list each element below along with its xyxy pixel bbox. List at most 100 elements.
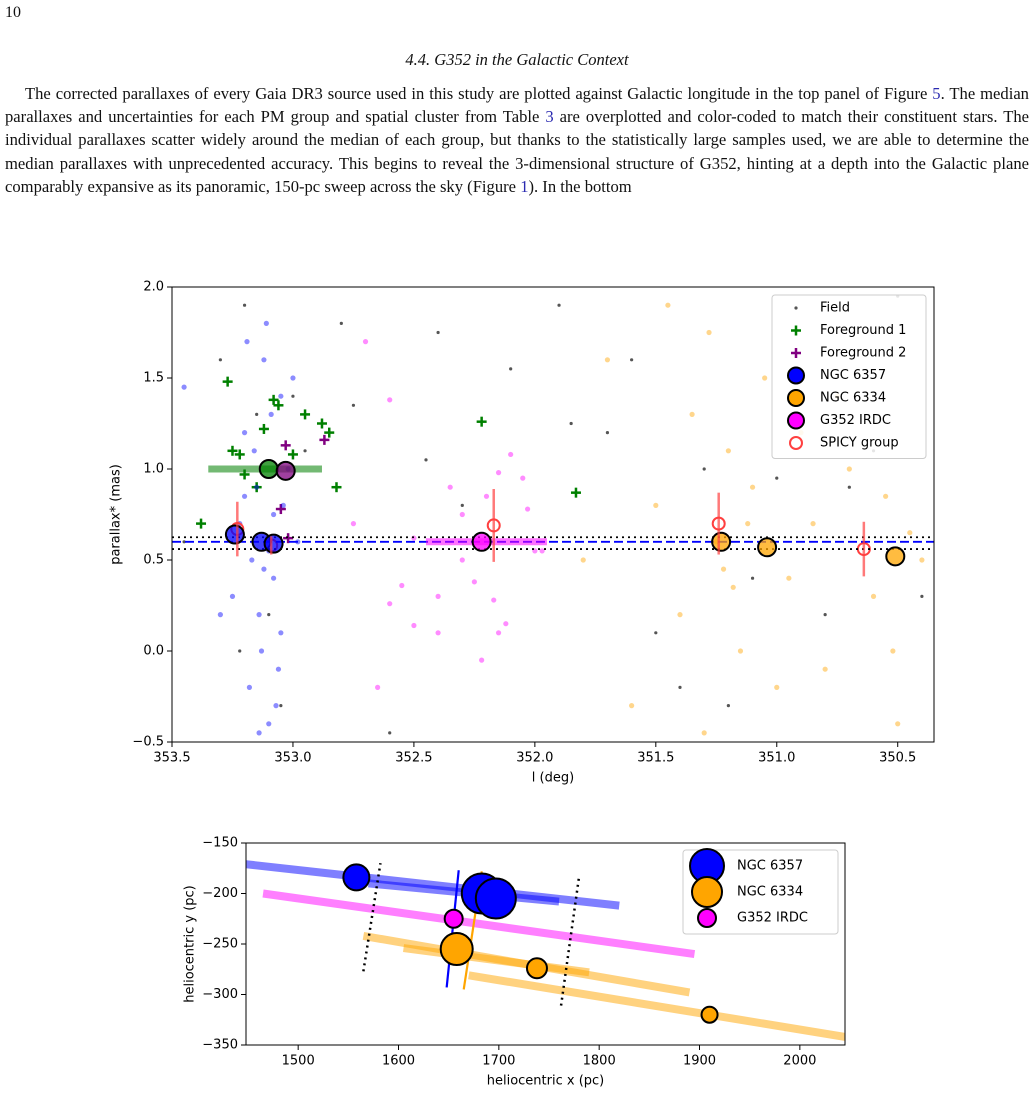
circle-marker: [870, 593, 877, 600]
y-tick-label: 0.0: [143, 644, 164, 659]
plus-marker: [196, 518, 207, 529]
plot-area: [246, 860, 845, 1041]
legend-marker: [691, 876, 723, 908]
circle-marker: [399, 582, 405, 589]
legend-label: NGC 6334: [737, 885, 803, 900]
x-tick-label: 1900: [683, 1054, 716, 1069]
circle-marker: [241, 430, 248, 436]
circle-marker: [730, 584, 736, 590]
figure-ref[interactable]: 1: [520, 176, 529, 196]
circle-marker: [846, 466, 852, 472]
circle-marker: [720, 566, 727, 572]
circle-marker: [895, 721, 901, 727]
circle-marker: [471, 579, 477, 585]
circle-marker: [181, 384, 187, 390]
plus-marker: [258, 423, 269, 434]
circle-marker: [249, 557, 255, 563]
circle-marker: [268, 411, 274, 417]
line: [559, 876, 581, 1006]
circle-marker: [479, 657, 485, 663]
x-tick-label: 350.5: [879, 751, 916, 766]
circle-marker: [278, 630, 284, 636]
legend-marker: [787, 389, 805, 407]
dot-marker: [630, 358, 634, 362]
dot-marker: [242, 303, 247, 307]
circle-marker: [447, 484, 453, 490]
circle-marker: [362, 339, 369, 345]
x-tick-label: 1800: [583, 1054, 616, 1069]
x-tick-label: 1500: [282, 1054, 315, 1069]
dot-marker: [267, 613, 271, 617]
circle-marker: [241, 493, 248, 499]
plus-marker: [331, 482, 342, 493]
dot-marker: [678, 685, 682, 690]
page-number: 10: [5, 4, 21, 21]
y-tick-label: 1.0: [143, 462, 164, 477]
x-tick-label: 352.5: [395, 751, 432, 766]
circle-marker: [919, 557, 925, 563]
circle-marker: [786, 575, 792, 581]
median-marker: [275, 460, 296, 481]
bubble: [443, 908, 464, 929]
x-tick-label: 2000: [783, 1054, 816, 1069]
x-tick-label: 351.5: [637, 751, 674, 766]
plus-marker: [300, 409, 311, 420]
circle-marker: [520, 475, 526, 481]
circle-marker: [701, 730, 707, 736]
circle-marker: [387, 397, 393, 403]
dot-marker: [255, 412, 259, 416]
dot-marker: [557, 303, 561, 307]
band: [262, 889, 696, 959]
circle-marker: [271, 575, 277, 581]
dot-marker: [303, 449, 307, 453]
y-tick-label: −350: [202, 1038, 238, 1053]
circle-marker: [256, 730, 262, 736]
dot-marker: [218, 358, 222, 362]
dot-marker: [654, 631, 658, 635]
figure-ref[interactable]: 5: [932, 84, 941, 103]
circle-marker: [629, 703, 635, 709]
circle-marker: [387, 601, 393, 607]
table-ref[interactable]: 3: [545, 107, 554, 127]
plus-marker: [268, 394, 279, 405]
circle-marker: [271, 511, 277, 518]
band: [403, 944, 590, 977]
circle-marker: [745, 521, 751, 527]
dot-marker: [339, 321, 343, 325]
legend-label: G352 IRDC: [820, 413, 891, 428]
circle-marker: [725, 448, 731, 454]
circle-marker: [261, 566, 267, 572]
plus-marker: [570, 487, 581, 498]
median-marker: [711, 531, 732, 552]
y-tick-label: −0.5: [132, 735, 164, 750]
circle-marker: [290, 375, 296, 381]
x-tick-label: 352.0: [516, 751, 553, 766]
bubble: [525, 957, 548, 980]
y-axis-label: heliocentric y (pc): [183, 885, 198, 1003]
circle-marker: [665, 302, 671, 308]
plus-marker: [275, 504, 286, 515]
circle-marker: [653, 502, 659, 508]
circle-marker: [539, 548, 545, 554]
text: The corrected parallaxes of every Gaia D…: [25, 84, 933, 103]
circle-marker: [435, 630, 441, 636]
dot-marker: [351, 403, 356, 407]
plus-marker: [227, 445, 238, 456]
circle-marker: [217, 612, 223, 618]
plus-marker: [273, 400, 284, 411]
legend-label: NGC 6357: [820, 368, 886, 383]
circle-marker: [890, 648, 896, 654]
dot-marker: [605, 431, 610, 435]
x-tick-label: 353.0: [274, 751, 311, 766]
plus-marker: [287, 449, 298, 460]
legend-box: [771, 294, 927, 459]
section-heading: 4.4. G352 in the Galactic Context: [405, 50, 629, 69]
circle-marker: [266, 721, 272, 727]
circle-marker: [495, 630, 502, 636]
circle-marker: [254, 484, 260, 490]
dot-marker: [726, 704, 730, 708]
circle-marker: [229, 593, 236, 600]
x-tick-label: 353.5: [153, 751, 190, 766]
